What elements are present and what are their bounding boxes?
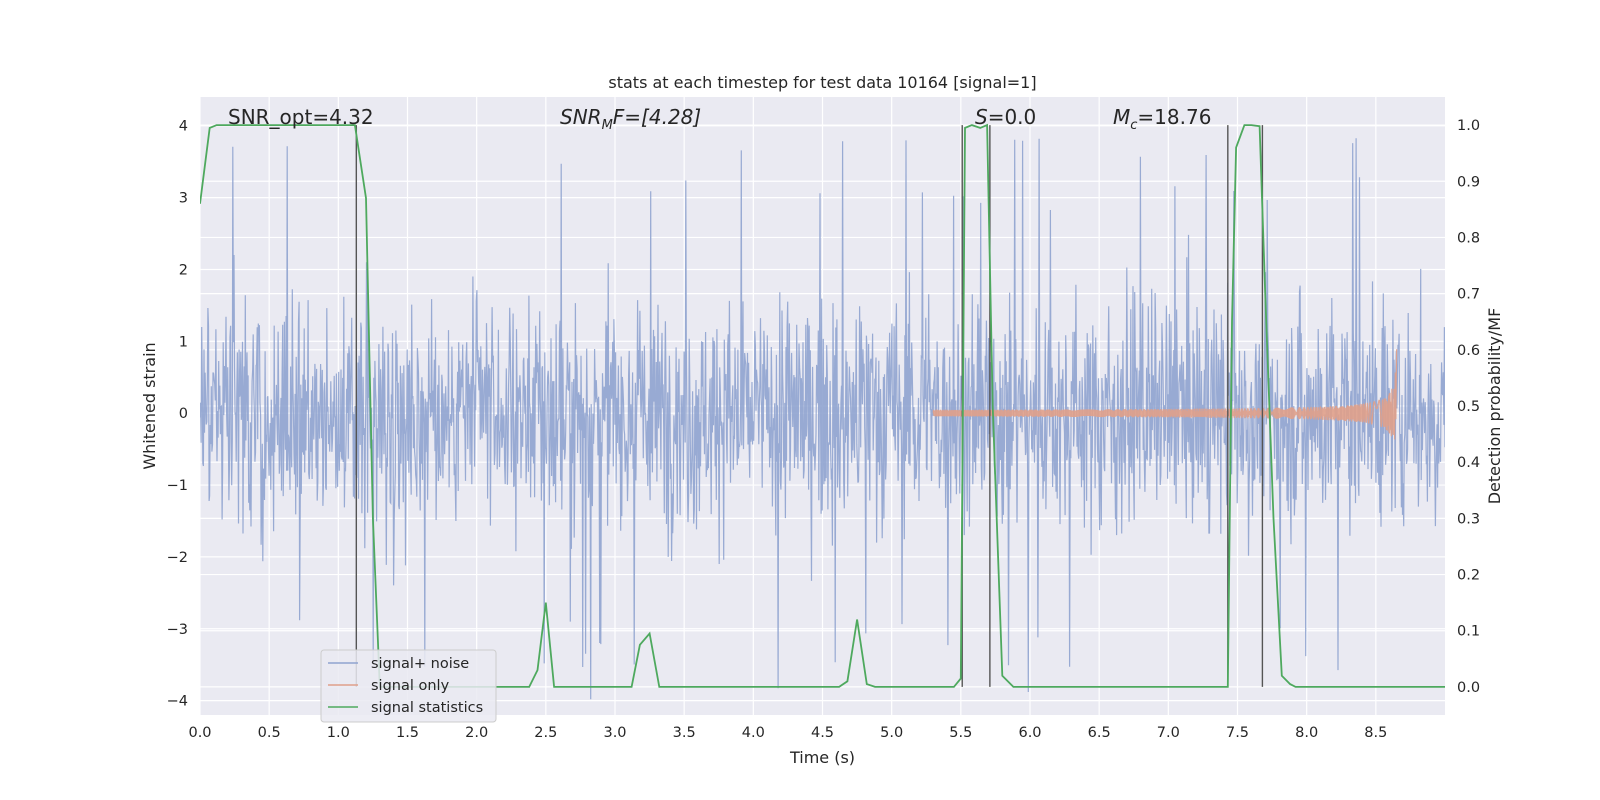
- x-tick-label: 0.5: [258, 725, 281, 741]
- x-tick-label: 4.5: [811, 725, 834, 741]
- annotation-s-value: =0.0: [988, 105, 1037, 129]
- y-tick-label-right: 0.7: [1457, 287, 1480, 303]
- y-tick-label-left: 2: [179, 262, 188, 278]
- y-tick-label-right: 0.4: [1457, 455, 1480, 471]
- annotation-s-symbol: S: [975, 105, 988, 129]
- x-axis-label: Time (s): [789, 748, 855, 767]
- x-tick-label: 5.5: [949, 725, 972, 741]
- x-tick-label: 6.0: [1018, 725, 1041, 741]
- y-tick-label-right: 0.1: [1457, 624, 1480, 640]
- y-tick-label-right: 0.8: [1457, 230, 1480, 246]
- annotation-mc-subscript: c: [1130, 118, 1137, 133]
- y-tick-label-right: 0.5: [1457, 399, 1480, 415]
- y-tick-label-right: 0.9: [1457, 174, 1480, 190]
- annotation-snr-mf-value: F=[4.28]: [613, 105, 701, 129]
- x-tick-label: 2.0: [465, 725, 488, 741]
- annotation-mc: Mc=18.76: [1113, 105, 1211, 133]
- y-tick-label-left: 3: [179, 191, 188, 207]
- x-tick-label: 7.0: [1157, 725, 1180, 741]
- x-tick-label: 5.0: [880, 725, 903, 741]
- annotation-mc-value: =18.76: [1137, 105, 1211, 129]
- annotation-snr-mf-subscript: M: [602, 118, 613, 133]
- legend-label-signal-noise: signal+ noise: [371, 656, 469, 672]
- y-tick-label-left: −2: [167, 550, 188, 566]
- annotation-snr-opt: SNR_opt=4.32: [228, 105, 374, 129]
- y-tick-label-left: −4: [167, 694, 188, 710]
- x-tick-label: 3.5: [673, 725, 696, 741]
- x-tick-label: 8.5: [1364, 725, 1387, 741]
- y-tick-label-right: 0.0: [1457, 680, 1480, 696]
- y-tick-label-right: 1.0: [1457, 118, 1480, 134]
- legend-label-signal-only: signal only: [371, 678, 450, 694]
- annotation-s: S=0.0: [975, 105, 1036, 129]
- legend-box: [320, 649, 497, 723]
- x-tick-label: 3.0: [603, 725, 626, 741]
- x-tick-label: 7.5: [1226, 725, 1249, 741]
- annotation-mc-symbol: M: [1113, 105, 1130, 129]
- y-axis-label-left: Whitened strain: [140, 342, 159, 469]
- legend: signal+ noise signal only signal statist…: [320, 649, 497, 723]
- y-tick-label-left: 1: [179, 334, 188, 350]
- x-tick-label: 8.0: [1295, 725, 1318, 741]
- x-tick-label: 6.5: [1088, 725, 1111, 741]
- y-tick-label-right: 0.3: [1457, 511, 1480, 527]
- y-tick-label-left: 0: [179, 406, 188, 422]
- x-tick-label: 2.5: [534, 725, 557, 741]
- series-signal-only: [932, 349, 1398, 440]
- annotation-snr-mf-symbol: SNR: [560, 105, 602, 129]
- y-tick-label-right: 0.2: [1457, 568, 1480, 584]
- x-tick-label: 4.0: [742, 725, 765, 741]
- x-tick-label: 1.5: [396, 725, 419, 741]
- annotation-snr-mf: SNRMF=[4.28]: [560, 105, 701, 133]
- series-signal-noise: [200, 138, 1445, 700]
- x-tick-label: 1.0: [327, 725, 350, 741]
- y-tick-label-left: −3: [167, 622, 188, 638]
- legend-label-signal-statistics: signal statistics: [371, 700, 483, 716]
- y-tick-label-left: 4: [179, 119, 188, 135]
- y-tick-label-left: −1: [167, 478, 188, 494]
- tick-labels: 0.0 0.5 1.0 1.5 2.0 2.5 3.0 3.5 4.0 4.5 5.0 5.5 6.0 6…: [167, 118, 1480, 741]
- x-tick-label: 0.0: [188, 725, 211, 741]
- y-tick-label-right: 0.6: [1457, 343, 1480, 359]
- chart-title: stats at each timestep for test data 101…: [608, 73, 1036, 92]
- y-axis-label-right: Detection probability/MF: [1485, 308, 1504, 505]
